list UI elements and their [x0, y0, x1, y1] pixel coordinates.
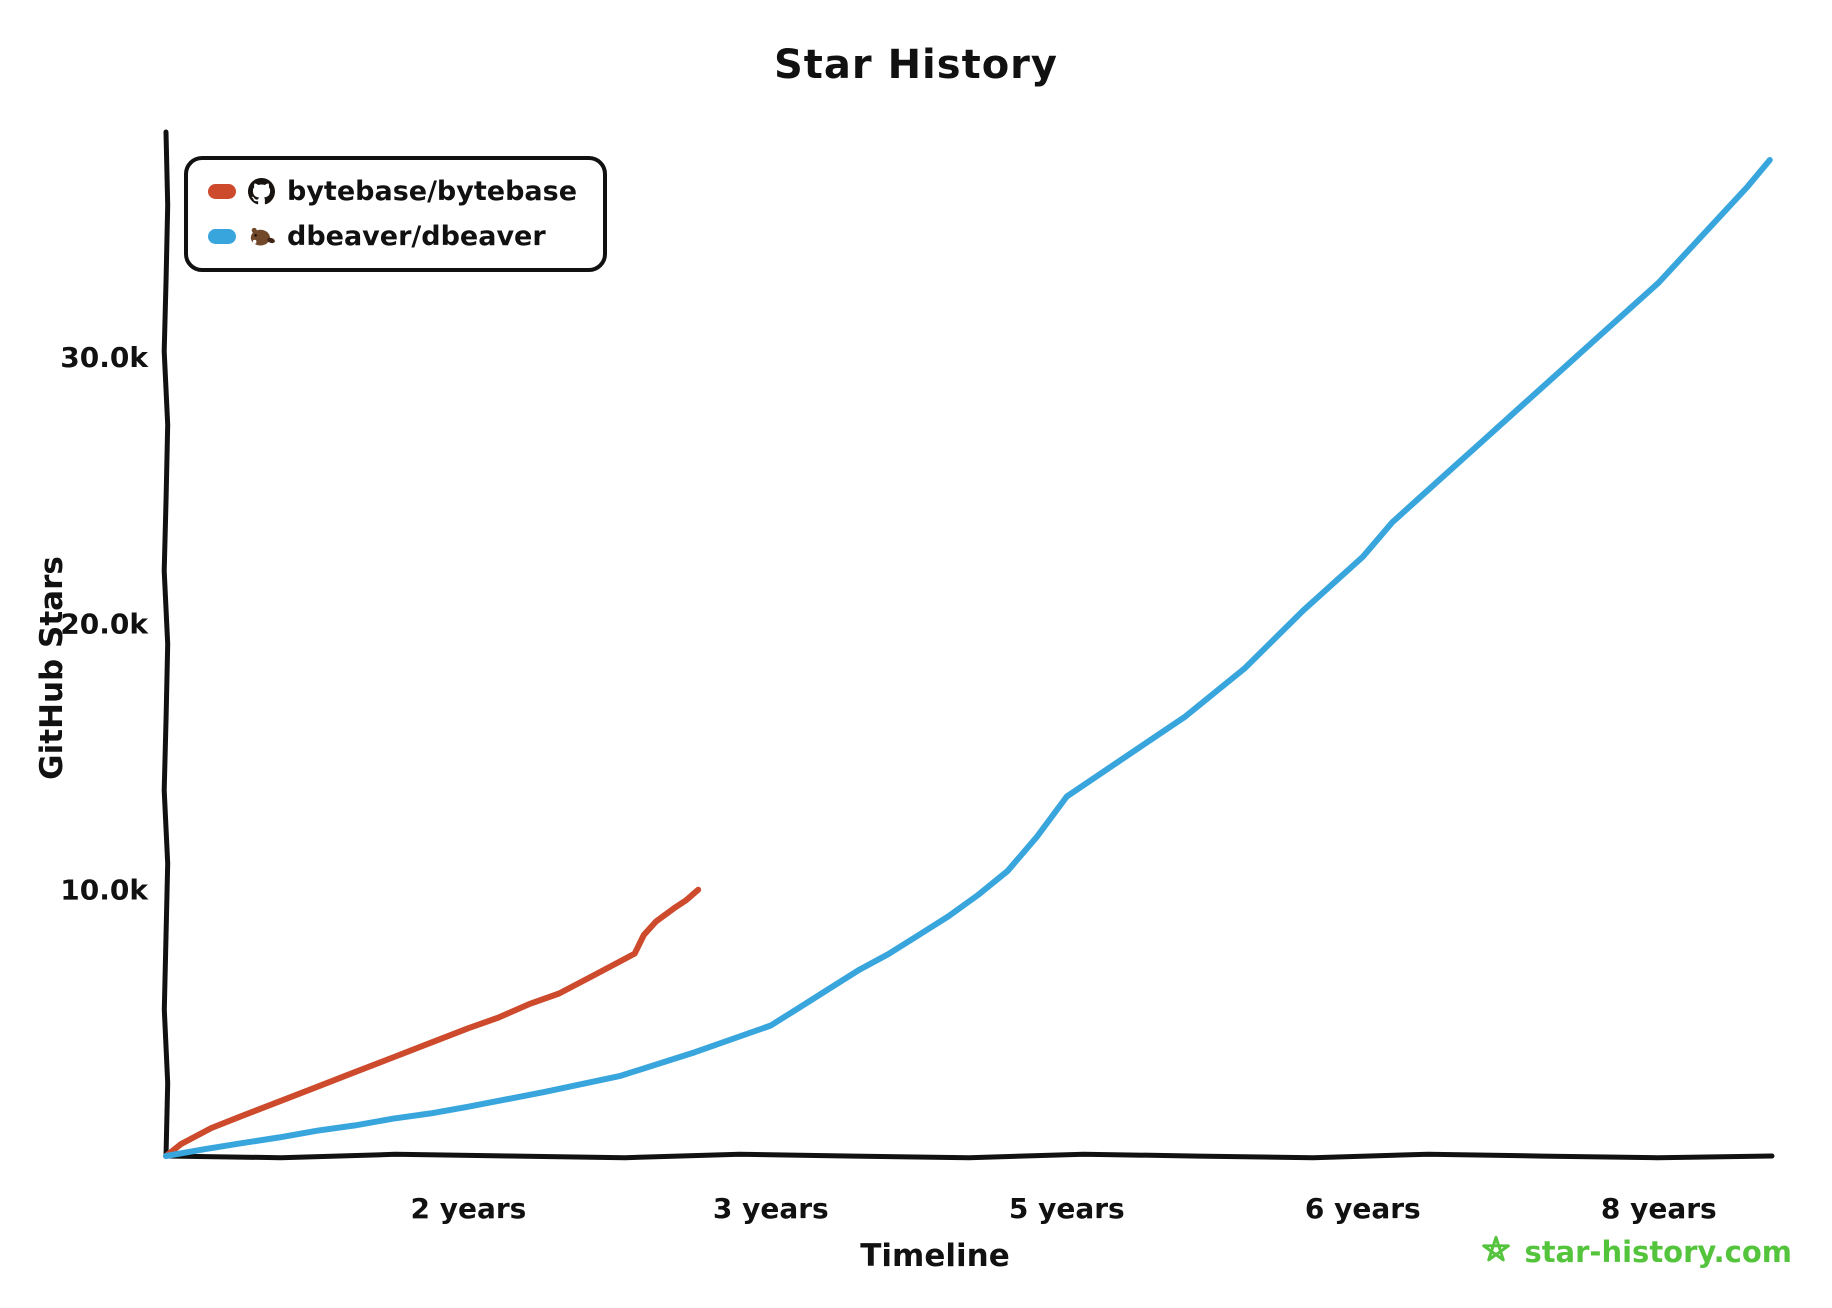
legend-label: dbeaver/dbeaver: [287, 221, 546, 252]
y-tick-label: 30.0k: [60, 341, 149, 374]
x-tick-label: 5 years: [1009, 1192, 1125, 1225]
legend-item: dbeaver/dbeaver: [208, 221, 577, 252]
legend: bytebase/bytebase dbeaver/dbeaver: [184, 156, 608, 272]
github-icon: [248, 178, 275, 205]
x-tick-label: 2 years: [410, 1192, 526, 1225]
watermark-text[interactable]: star-history.com: [1524, 1235, 1792, 1269]
watermark[interactable]: star-history.com: [1478, 1234, 1792, 1270]
y-axis: [161, 129, 171, 1159]
star-icon: [1478, 1234, 1514, 1270]
x-axis-label: Timeline: [860, 1238, 1010, 1274]
legend-swatch: [208, 229, 236, 244]
x-axis: [163, 1151, 1775, 1161]
chart-title: Star History: [774, 42, 1058, 88]
legend-label: bytebase/bytebase: [287, 176, 578, 207]
legend-item: bytebase/bytebase: [208, 176, 577, 207]
beaver-icon: [248, 223, 275, 250]
y-tick-label: 20.0k: [60, 607, 149, 640]
y-axis-label: GitHub Stars: [34, 556, 70, 780]
x-tick-label: 6 years: [1305, 1192, 1421, 1225]
x-tick-label: 3 years: [713, 1192, 829, 1225]
series-line-dbeaver: [163, 157, 1773, 1159]
x-tick-label: 8 years: [1601, 1192, 1717, 1225]
legend-swatch: [208, 184, 236, 199]
series-line-bytebase: [163, 886, 702, 1159]
y-tick-label: 10.0k: [60, 874, 149, 907]
